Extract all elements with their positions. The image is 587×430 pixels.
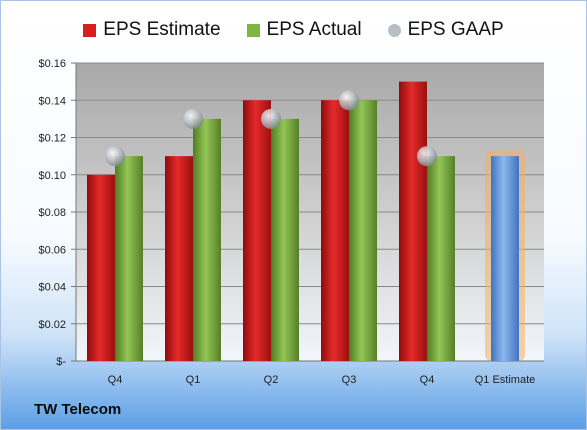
x-tick-label: Q3 xyxy=(342,374,357,386)
legend-swatch-estimate xyxy=(83,23,97,37)
bar-eps-actual xyxy=(193,118,221,361)
y-tick-label: $0.06 xyxy=(38,244,66,256)
marker-eps-gaap xyxy=(261,108,281,129)
marker-eps-gaap xyxy=(339,90,359,111)
x-tick-label: Q4 xyxy=(420,374,435,386)
y-tick-label: $0.10 xyxy=(38,170,66,182)
legend-swatch-actual xyxy=(246,23,260,37)
bar-eps-estimate xyxy=(165,156,193,361)
bar-eps-estimate xyxy=(243,100,271,361)
bar-eps-estimate xyxy=(87,174,115,361)
bar-eps-actual xyxy=(271,118,299,361)
marker-eps-gaap xyxy=(417,146,437,167)
bar-eps-actual xyxy=(115,156,143,361)
bar-eps-estimate xyxy=(399,81,427,361)
legend-label-gaap: EPS GAAP xyxy=(407,19,504,40)
y-tick-label: $0.16 xyxy=(38,58,66,70)
marker-eps-gaap xyxy=(105,146,125,167)
x-tick-label: Q1 xyxy=(186,374,201,386)
y-tick-label: $0.08 xyxy=(38,207,66,219)
company-name: TW Telecom xyxy=(34,401,122,418)
y-tick-label: $0.14 xyxy=(38,95,66,107)
bar-eps-estimate xyxy=(321,100,349,361)
y-tick-label: $0.12 xyxy=(38,133,66,145)
x-tick-label: Q1 Estimate xyxy=(475,374,536,386)
legend-label-actual: EPS Actual xyxy=(266,19,362,40)
legend-label-estimate: EPS Estimate xyxy=(103,19,221,40)
marker-eps-gaap xyxy=(183,108,203,129)
bar-eps-forecast xyxy=(491,156,519,361)
x-tick-label: Q2 xyxy=(264,374,279,386)
legend-item-estimate: EPS Estimate xyxy=(83,19,221,41)
bar-eps-actual xyxy=(349,100,377,361)
x-tick-label: Q4 xyxy=(108,374,123,386)
legend-item-gaap: EPS GAAP xyxy=(387,19,504,41)
y-tick-label: $- xyxy=(56,356,66,368)
y-tick-label: $0.04 xyxy=(38,282,66,294)
bar-eps-actual xyxy=(427,156,455,361)
legend-swatch-gaap xyxy=(387,23,401,37)
y-tick-label: $0.02 xyxy=(38,319,66,331)
legend-item-actual: EPS Actual xyxy=(246,19,362,41)
chart-legend: EPS Estimate EPS Actual EPS GAAP xyxy=(1,15,586,45)
